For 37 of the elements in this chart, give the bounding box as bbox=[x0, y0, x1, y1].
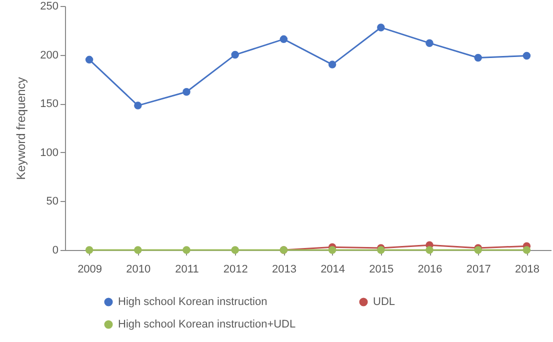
x-tick-label: 2017 bbox=[466, 264, 491, 276]
x-tick-label: 2018 bbox=[514, 264, 540, 276]
point bbox=[522, 246, 531, 254]
point bbox=[85, 56, 94, 64]
point bbox=[377, 24, 385, 32]
point bbox=[328, 246, 336, 254]
point bbox=[474, 54, 482, 62]
legend-label: UDL bbox=[373, 296, 396, 308]
point bbox=[182, 246, 190, 254]
x-tick-label: 2009 bbox=[78, 264, 102, 276]
point bbox=[426, 39, 434, 47]
x-tick-label: 2013 bbox=[272, 264, 296, 276]
x-tick-label: 2010 bbox=[126, 264, 151, 276]
x-tick-label: 2015 bbox=[369, 264, 394, 276]
y-axis-title: Keyword frequency bbox=[14, 77, 28, 180]
point bbox=[182, 88, 190, 96]
point bbox=[522, 52, 531, 60]
y-tick-label: 150 bbox=[40, 98, 58, 110]
point bbox=[134, 246, 142, 254]
y-tick-label: 0 bbox=[52, 244, 58, 256]
y-tick-label: 250 bbox=[40, 0, 58, 12]
point bbox=[85, 246, 94, 254]
y-tick-label: 200 bbox=[40, 49, 58, 62]
x-tick-label: 2016 bbox=[418, 264, 442, 276]
x-tick-label: 2011 bbox=[175, 264, 199, 276]
y-tick-label: 50 bbox=[46, 196, 58, 208]
legend-label: High school Korean instruction+UDL bbox=[118, 318, 296, 330]
point bbox=[231, 50, 239, 59]
point bbox=[328, 60, 336, 68]
point bbox=[231, 246, 239, 254]
x-tick-label: 2012 bbox=[223, 264, 248, 276]
point bbox=[280, 35, 288, 44]
legend-label: High school Korean instruction bbox=[118, 296, 268, 308]
x-tick-label: 2014 bbox=[320, 264, 346, 276]
point bbox=[134, 102, 142, 110]
y-tick-label: 100 bbox=[40, 146, 58, 159]
point bbox=[426, 246, 434, 254]
